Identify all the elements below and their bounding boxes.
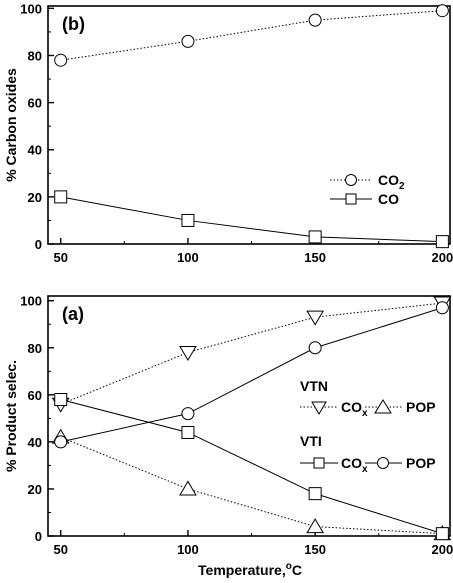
- panel-b-y-tick-label: 40: [28, 143, 42, 158]
- panel-a-y-tick-label: 20: [28, 482, 42, 497]
- legend-co-marker: [345, 193, 357, 205]
- panel-b-series-co2-line: [60, 10, 443, 61]
- panel-a-series-vtn-pop-point: [179, 480, 197, 496]
- panel-b-y-tick-label: 20: [28, 190, 42, 205]
- panel-a-x-tick-label: 50: [53, 542, 67, 557]
- panel-a-label: (a): [62, 304, 84, 324]
- panel-a-series-vti-pop-point: [54, 435, 68, 449]
- panel-a-series-vti-cox-point: [435, 527, 449, 541]
- legend-vti-cox-subscript: x: [362, 464, 368, 475]
- x-axis-title: Temperature,oC: [198, 561, 302, 578]
- panel-a-plot-frame: [47, 295, 451, 537]
- panel-a-series-vtn-pop-line: [60, 436, 443, 535]
- legend-co-label: CO: [378, 191, 399, 207]
- panel-a-series-vti-cox-point: [181, 425, 195, 439]
- panel-a-series-vti-pop-line: [60, 307, 443, 443]
- panel-b-x-tick-label: 200: [432, 250, 453, 265]
- panel-b-plot-frame: [47, 5, 451, 245]
- x-axis-unit-degree: o: [286, 561, 292, 572]
- panel-a-series-vti-cox-line: [60, 399, 443, 535]
- legend-vti-cox-marker: [313, 457, 325, 469]
- panel-a-y-tick-label: 0: [35, 529, 42, 544]
- panel-a-x-tick-label: 150: [304, 542, 326, 557]
- panel-a-y-tick-label: 60: [28, 388, 42, 403]
- panel-b-chart: (b) % Carbon oxides 50 100 150 200 0 20 40 60 80…: [3, 1, 453, 265]
- panel-a-series-vti-pop-point: [308, 341, 322, 355]
- panel-a-series-vtn-cox-line: [60, 302, 443, 405]
- panel-a-x-tick-label: 100: [177, 542, 199, 557]
- panel-a-series-vti-pop-point: [435, 301, 449, 315]
- panel-b-y-tick-label: 80: [28, 48, 42, 63]
- panel-a-y-axis-title: % Product selec.: [3, 360, 19, 472]
- panel-b-x-tick-label: 150: [304, 250, 326, 265]
- legend-vtn-pop-label: POP: [406, 399, 436, 415]
- legend-vtn-cox-name: CO: [341, 399, 362, 415]
- legend-vti-cox-name: CO: [341, 455, 362, 471]
- panel-a-series-vti-cox-point: [308, 487, 322, 501]
- panel-b-y-tick-label: 0: [35, 237, 42, 252]
- panel-a-series-vtn-cox-point: [306, 310, 325, 326]
- panel-b-y-tick-label: 100: [20, 1, 42, 16]
- legend-vtn-pop-marker: [374, 399, 392, 414]
- legend-vtn-cox-subscript: x: [362, 408, 368, 419]
- panel-b-y-axis-title: % Carbon oxides: [3, 68, 19, 182]
- legend-co2-subscript: 2: [399, 181, 405, 192]
- x-axis-title-text: Temperature,: [198, 562, 286, 578]
- panel-b-series-co-point: [308, 230, 322, 244]
- legend-vti-pop-marker: [377, 457, 389, 469]
- panel-b-series: [54, 4, 449, 249]
- panel-b-x-tick-label: 100: [177, 250, 199, 265]
- panel-b-x-tick-label: 50: [53, 250, 67, 265]
- panel-a-x-tick-label: 200: [432, 542, 453, 557]
- panel-b-series-co2-point: [181, 34, 195, 48]
- panel-b-series-co-point: [54, 190, 68, 204]
- panel-a-series-vtn-pop-point: [306, 518, 325, 534]
- legend-co2-label: CO2: [378, 172, 405, 192]
- legend-group-vtn: VTN: [300, 378, 328, 394]
- panel-b-series-co2-point: [435, 4, 449, 18]
- panel-b-legend: CO2 CO: [330, 172, 405, 207]
- panel-a-series: [51, 296, 452, 541]
- legend-vtn-cox-marker: [311, 401, 327, 415]
- panel-b-series-co-point: [181, 213, 195, 227]
- legend-vti-pop-label: POP: [406, 455, 436, 471]
- panel-a-series-vtn-cox-point: [179, 345, 197, 361]
- panel-a-legend: VTN COx POP VTI COx POP: [300, 378, 436, 475]
- panel-b-series-co-point: [435, 235, 449, 249]
- panel-a-y-tick-label: 100: [20, 294, 42, 309]
- panel-b-axis-ticks: 50 100 150 200 0 20 40 60 80 100: [20, 1, 453, 265]
- panel-b-series-co-line: [60, 196, 443, 243]
- panel-b-series-co2-point: [54, 53, 68, 67]
- legend-vti-cox-label: COx: [341, 455, 368, 475]
- legend-co2-marker: [345, 174, 357, 186]
- panel-a-series-vti-pop-point: [181, 407, 195, 421]
- legend-co2-name: CO: [378, 172, 399, 188]
- legend-group-vti: VTI: [300, 433, 322, 449]
- panel-a-y-tick-label: 40: [28, 435, 42, 450]
- panel-a-y-tick-label: 80: [28, 341, 42, 356]
- panel-b-label: (b): [62, 14, 85, 34]
- panel-b-y-tick-label: 60: [28, 96, 42, 111]
- panel-b-series-co2-point: [308, 13, 322, 27]
- legend-vtn-cox-label: COx: [341, 399, 368, 419]
- panel-a-axis-ticks: 50 100 150 200 0 20 40 60 80 100: [20, 294, 453, 557]
- x-axis-unit-c: C: [292, 562, 302, 578]
- panel-a-chart: (a) % Product selec. Temperature,oC 50 10…: [3, 294, 453, 578]
- panel-a-series-vti-cox-point: [54, 393, 68, 407]
